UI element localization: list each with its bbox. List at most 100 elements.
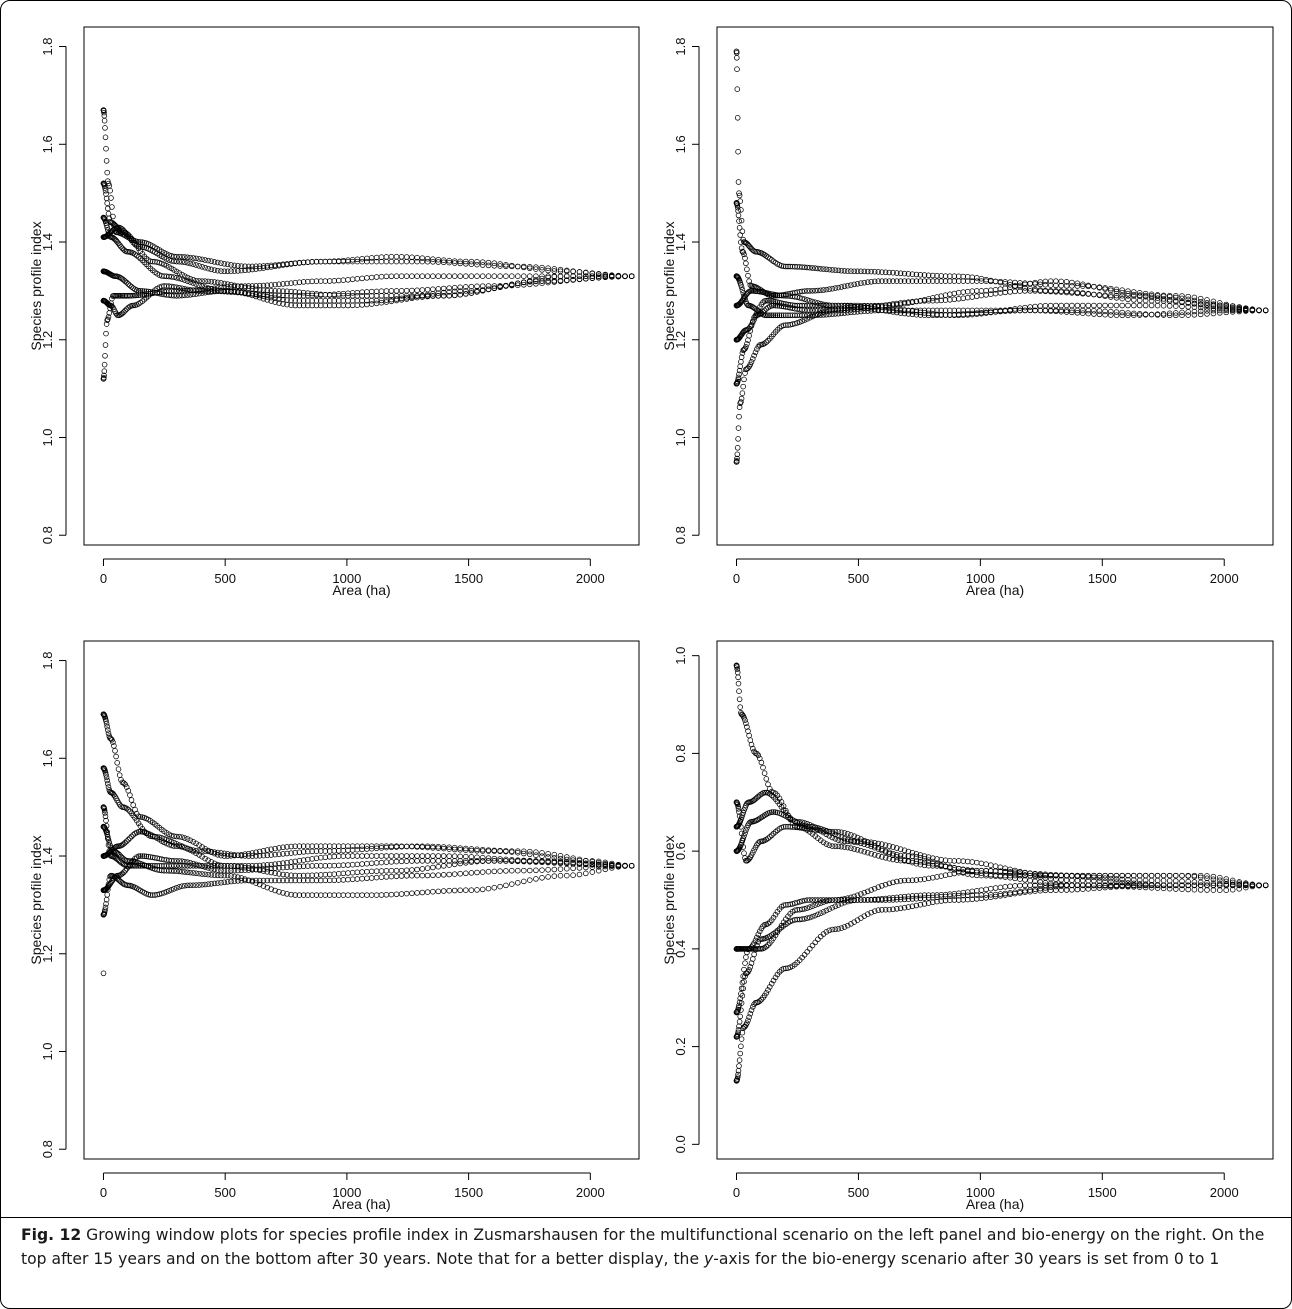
data-point <box>1113 286 1120 293</box>
data-point <box>249 867 256 873</box>
data-point <box>137 814 144 820</box>
data-point <box>1166 872 1173 879</box>
data-point <box>224 863 231 869</box>
data-point <box>835 897 842 903</box>
data-point <box>871 908 878 914</box>
data-point <box>1091 882 1097 889</box>
data-point <box>173 868 180 874</box>
data-point <box>268 288 274 294</box>
data-point <box>938 894 944 900</box>
data-point <box>368 875 375 881</box>
data-point <box>765 987 771 993</box>
data-point <box>829 285 836 292</box>
data-point <box>938 312 944 318</box>
data-point <box>761 307 768 314</box>
data-point <box>451 887 458 894</box>
caption-text-2: -axis for the bio-energy scenario after … <box>713 1250 1220 1268</box>
data-point <box>359 275 365 282</box>
data-point <box>844 268 851 274</box>
data-point <box>179 276 185 282</box>
data-point <box>1022 877 1028 883</box>
data-point <box>276 871 282 877</box>
data-point <box>901 310 908 317</box>
data-point <box>1131 302 1137 309</box>
data-point <box>309 278 315 285</box>
data-point <box>741 850 747 856</box>
data-point <box>515 280 521 287</box>
data-point <box>403 296 410 302</box>
data-point <box>1091 291 1097 298</box>
data-point <box>754 817 760 823</box>
data-point <box>280 871 286 878</box>
x-tick-label: 2000 <box>576 1185 605 1200</box>
data-point <box>901 877 908 884</box>
data-point <box>1191 886 1198 893</box>
data-point <box>533 266 539 272</box>
data-point <box>890 850 896 857</box>
data-point <box>331 291 337 298</box>
data-point <box>221 261 228 267</box>
data-point <box>595 867 602 874</box>
data-point <box>854 847 861 853</box>
data-point <box>349 302 356 309</box>
data-point <box>539 850 545 856</box>
data-point <box>424 258 431 265</box>
data-point <box>1085 307 1092 314</box>
data-point <box>451 871 458 877</box>
data-point <box>378 273 385 280</box>
data-point <box>181 259 188 266</box>
data-point <box>130 802 136 808</box>
data-point <box>743 954 749 960</box>
data-point <box>256 881 263 888</box>
data-point <box>435 845 442 851</box>
data-point <box>1125 877 1131 883</box>
data-point <box>738 985 745 992</box>
data-point <box>1148 872 1155 879</box>
data-point <box>812 902 818 908</box>
data-point <box>1085 882 1092 889</box>
data-point <box>205 285 211 291</box>
data-point <box>521 273 527 279</box>
data-point <box>193 882 199 888</box>
data-point <box>292 849 298 856</box>
data-point <box>121 227 127 234</box>
data-point <box>1074 283 1081 289</box>
data-point <box>349 290 356 296</box>
data-point <box>446 259 452 266</box>
data-point <box>109 737 115 743</box>
data-point <box>807 945 813 952</box>
data-point <box>804 905 810 911</box>
data-point <box>930 855 936 861</box>
data-point <box>815 897 821 903</box>
data-point <box>284 859 290 866</box>
data-point <box>296 260 303 266</box>
data-point <box>767 984 773 990</box>
data-point <box>905 877 912 884</box>
data-point <box>1012 288 1018 295</box>
data-point <box>747 1010 754 1017</box>
data-point <box>738 395 745 402</box>
data-point <box>1210 880 1217 886</box>
data-point <box>276 300 282 306</box>
data-point <box>1069 302 1075 309</box>
data-point <box>765 337 771 344</box>
data-point <box>1074 882 1081 889</box>
data-point <box>844 836 851 843</box>
data-point <box>875 278 882 284</box>
data-point <box>292 289 298 295</box>
data-point <box>173 275 180 281</box>
data-point <box>832 302 839 309</box>
outlier-point <box>100 970 107 977</box>
data-point <box>211 849 218 855</box>
data-point <box>491 858 498 864</box>
data-point <box>497 273 503 279</box>
data-point <box>403 853 410 859</box>
data-point <box>812 912 818 919</box>
y-tick-label: 1.2 <box>673 331 688 349</box>
data-point <box>176 833 183 840</box>
data-point <box>383 874 390 880</box>
data-point <box>284 288 290 295</box>
data-point <box>780 824 787 830</box>
data-point <box>104 200 110 206</box>
